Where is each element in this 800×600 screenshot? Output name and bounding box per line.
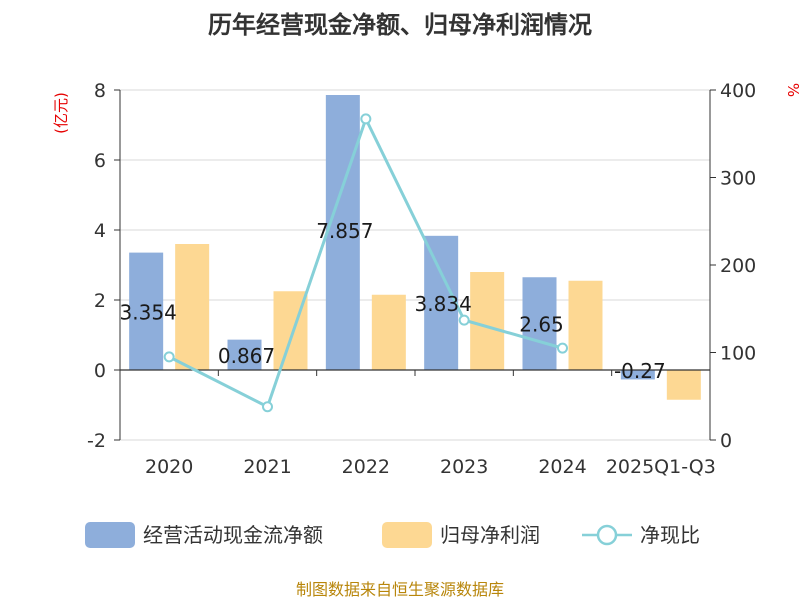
category-label: 2022	[342, 456, 390, 478]
legend-label: 经营活动现金流净额	[143, 523, 323, 547]
bar-net-profit	[666, 370, 701, 400]
cashflow-data-label: 3.354	[120, 300, 177, 324]
legend-swatch	[85, 522, 135, 548]
left-tick-label: 4	[94, 220, 106, 242]
left-tick-label: 2	[94, 290, 106, 312]
left-tick-label: 8	[94, 80, 106, 102]
ratio-point	[360, 113, 372, 125]
ratio-point	[458, 314, 470, 326]
right-tick-label: 200	[720, 255, 756, 277]
bars-layer	[129, 95, 701, 400]
left-tick-label: 6	[94, 150, 106, 172]
data-labels-layer: 3.354 0.867 7.857 3.834 2.65 -0.27	[120, 219, 666, 383]
bar-cashflow	[620, 370, 655, 380]
bar-net-profit	[371, 294, 406, 370]
legend-label: 归母净利润	[440, 523, 540, 547]
legend-label: 净现比	[640, 523, 700, 547]
legend-swatch	[382, 522, 432, 548]
ratio-point	[262, 401, 273, 413]
left-tick-label: 0	[94, 360, 106, 382]
bar-net-profit	[568, 280, 603, 370]
bar-cashflow	[227, 339, 262, 370]
bar-cashflow	[522, 277, 557, 370]
category-label: 2020	[145, 456, 193, 478]
bar-net-profit	[175, 244, 210, 370]
category-label: 2024	[538, 456, 586, 478]
right-tick-label: 300	[720, 168, 756, 190]
grid-lines	[120, 89, 710, 441]
cashflow-data-label: 3.834	[415, 292, 472, 316]
bar-cashflow	[129, 252, 164, 370]
category-label: 2021	[243, 456, 291, 478]
bar-cashflow	[424, 235, 459, 370]
bar-net-profit	[470, 272, 505, 370]
right-tick-label: 0	[720, 430, 732, 452]
axes-layer: 8 6 4 2 0 -2 400 300 200 100 0 2020 2021 2022 2023 2024…	[87, 80, 756, 478]
left-axis-unit: (亿元)	[52, 92, 70, 134]
left-tick-label: -2	[87, 430, 106, 452]
bar-cashflow	[325, 95, 360, 370]
ratio-point	[163, 351, 175, 363]
ratio-point	[557, 342, 568, 354]
chart-title: 历年经营现金净额、归母净利润情况	[208, 11, 592, 39]
cashflow-data-label: 2.65	[519, 313, 564, 337]
cashflow-data-label: -0.27	[614, 359, 666, 383]
cashflow-data-label: 0.867	[218, 344, 275, 368]
ratio-line-layer	[163, 113, 568, 413]
legend: 经营活动现金流净额 归母净利润 净现比	[85, 522, 700, 548]
right-tick-label: 100	[720, 343, 756, 365]
category-label: 2023	[440, 456, 488, 478]
category-label: 2025Q1-Q3	[606, 456, 716, 478]
cashflow-data-label: 7.857	[316, 219, 373, 243]
source-note: 制图数据来自恒生聚源数据库	[296, 580, 504, 599]
right-tick-label: 400	[720, 80, 756, 102]
right-axis-unit: %	[784, 83, 800, 97]
legend-marker	[596, 524, 618, 546]
